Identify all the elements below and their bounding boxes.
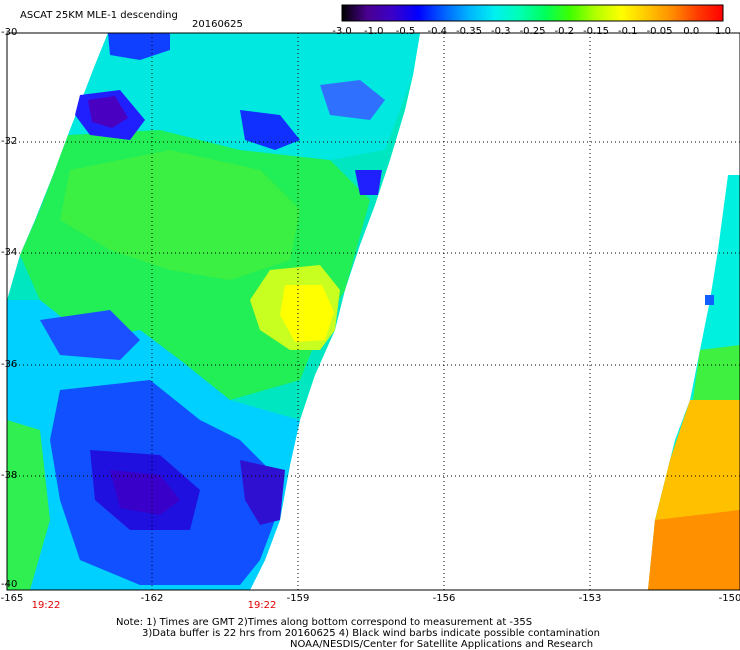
colorbar-tick-label: -0.3 — [490, 26, 511, 37]
lat-label: -40 — [1, 579, 18, 590]
colorbar-tick-label: -0.25 — [519, 26, 546, 37]
time-label: 19:22 — [247, 600, 277, 611]
note-line-2: 3)Data buffer is 22 hrs from 20160625 4)… — [142, 628, 600, 639]
map-date: 20160625 — [192, 19, 243, 30]
colorbar-tick-label: -1.0 — [363, 26, 384, 37]
colorbar-tick-label: -3.0 — [332, 26, 352, 37]
colorbar-tick-label: 0.0 — [683, 26, 700, 37]
lon-label: -165 — [0, 593, 24, 604]
plot-frame — [6, 32, 740, 591]
colorbar — [341, 4, 724, 22]
colorbar-tick-label: 1.0 — [715, 26, 731, 37]
lat-label: -32 — [1, 136, 18, 147]
colorbar-tick-label: -0.1 — [617, 26, 638, 37]
lat-label: -36 — [1, 359, 18, 370]
lon-label: -162 — [140, 593, 164, 604]
note-line-3: NOAA/NESDIS/Center for Satellite Applica… — [290, 639, 594, 650]
lat-label: -38 — [1, 470, 18, 481]
right-swath — [648, 175, 740, 590]
colorbar-tick-label: -0.05 — [646, 26, 673, 37]
colorbar-tick-label: -0.5 — [395, 26, 416, 37]
lat-label: -34 — [1, 247, 18, 258]
colorbar-tick-label: -0.35 — [456, 26, 482, 37]
gridlines — [7, 33, 740, 590]
left-swath — [7, 33, 420, 590]
map-title: ASCAT 25KM MLE-1 descending — [20, 10, 178, 21]
time-label: 19:22 — [31, 600, 61, 611]
colorbar-tick-label: -0.4 — [427, 26, 448, 37]
colorbar-tick-label: -0.2 — [554, 26, 575, 37]
lon-label: -156 — [432, 593, 456, 604]
lon-label: -159 — [286, 593, 310, 604]
colorbar-tick-label: -0.15 — [583, 26, 609, 37]
lon-label: -153 — [578, 593, 602, 604]
lon-label: -150 — [718, 593, 740, 604]
lat-label: -30 — [1, 27, 18, 38]
note-line-1: Note: 1) Times are GMT 2)Times along bot… — [116, 617, 533, 628]
